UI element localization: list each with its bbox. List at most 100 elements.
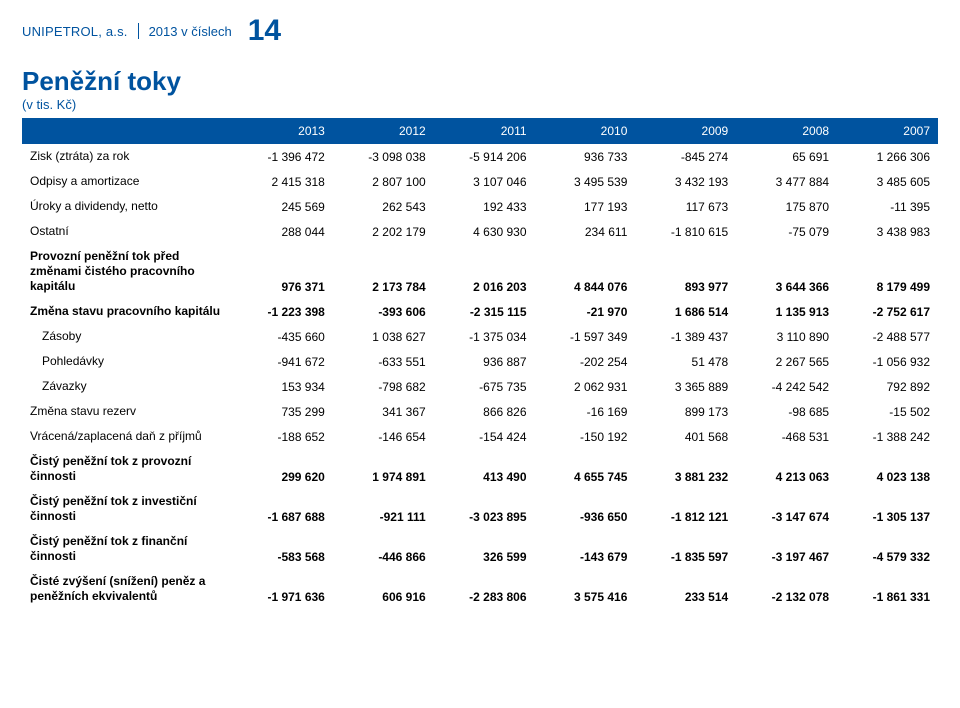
- cell-value: 3 107 046: [434, 169, 535, 194]
- cell-value: -1 305 137: [837, 489, 938, 529]
- row-label: Čisté zvýšení (snížení) peněz a peněžníc…: [22, 569, 232, 609]
- table-header-row: 2013201220112010200920082007: [22, 118, 938, 144]
- cell-value: -435 660: [232, 324, 333, 349]
- cell-value: 899 173: [635, 399, 736, 424]
- col-year: 2009: [635, 118, 736, 144]
- cell-value: 4 023 138: [837, 449, 938, 489]
- cell-value: -3 147 674: [736, 489, 837, 529]
- unit-label: (v tis. Kč): [22, 97, 938, 112]
- cell-value: -446 866: [333, 529, 434, 569]
- cell-value: 1 038 627: [333, 324, 434, 349]
- divider: [138, 23, 139, 39]
- cell-value: 606 916: [333, 569, 434, 609]
- cell-value: 117 673: [635, 194, 736, 219]
- cell-value: 4 630 930: [434, 219, 535, 244]
- section-title: Peněžní toky: [22, 66, 938, 97]
- cell-value: 792 892: [837, 374, 938, 399]
- cell-value: 936 733: [535, 144, 636, 169]
- cell-value: -1 687 688: [232, 489, 333, 529]
- table-row: Ostatní288 0442 202 1794 630 930234 611-…: [22, 219, 938, 244]
- cell-value: -1 810 615: [635, 219, 736, 244]
- cell-value: 3 575 416: [535, 569, 636, 609]
- cell-value: -1 388 242: [837, 424, 938, 449]
- cell-value: -4 242 542: [736, 374, 837, 399]
- cell-value: -2 315 115: [434, 299, 535, 324]
- cell-value: 245 569: [232, 194, 333, 219]
- cashflow-table: 2013201220112010200920082007 Zisk (ztrát…: [22, 118, 938, 609]
- row-label: Změna stavu rezerv: [22, 399, 232, 424]
- cell-value: 175 870: [736, 194, 837, 219]
- header-subtitle: 2013 v číslech: [149, 24, 232, 39]
- cell-value: -2 283 806: [434, 569, 535, 609]
- col-label: [22, 118, 232, 144]
- cell-value: -3 023 895: [434, 489, 535, 529]
- cell-value: 65 691: [736, 144, 837, 169]
- page-header: UNIPETROL, a.s. 2013 v číslech 14: [22, 14, 938, 48]
- cell-value: 177 193: [535, 194, 636, 219]
- cell-value: 4 844 076: [535, 244, 636, 299]
- row-label: Zásoby: [22, 324, 232, 349]
- cell-value: -1 375 034: [434, 324, 535, 349]
- cell-value: 2 202 179: [333, 219, 434, 244]
- row-label: Čistý peněžní tok z provozní činnosti: [22, 449, 232, 489]
- cell-value: 3 485 605: [837, 169, 938, 194]
- cell-value: 735 299: [232, 399, 333, 424]
- cell-value: -845 274: [635, 144, 736, 169]
- cell-value: 341 367: [333, 399, 434, 424]
- table-row: Vrácená/zaplacená daň z příjmů-188 652 -1…: [22, 424, 938, 449]
- row-label: Čistý peněžní tok z finanční činnosti: [22, 529, 232, 569]
- cell-value: -2 752 617: [837, 299, 938, 324]
- cell-value: 936 887: [434, 349, 535, 374]
- table-row: Provozní peněžní tok před změnami čistéh…: [22, 244, 938, 299]
- cell-value: -4 579 332: [837, 529, 938, 569]
- cell-value: 2 415 318: [232, 169, 333, 194]
- cell-value: 262 543: [333, 194, 434, 219]
- cell-value: 8 179 499: [837, 244, 938, 299]
- cell-value: 51 478: [635, 349, 736, 374]
- cell-value: -98 685: [736, 399, 837, 424]
- cell-value: -3 197 467: [736, 529, 837, 569]
- row-label: Úroky a dividendy, netto: [22, 194, 232, 219]
- cell-value: 1 686 514: [635, 299, 736, 324]
- cell-value: 3 644 366: [736, 244, 837, 299]
- cell-value: -188 652: [232, 424, 333, 449]
- col-year: 2008: [736, 118, 837, 144]
- cell-value: 413 490: [434, 449, 535, 489]
- cell-value: -1 223 398: [232, 299, 333, 324]
- table-row: Úroky a dividendy, netto245 569262 54319…: [22, 194, 938, 219]
- row-label: Ostatní: [22, 219, 232, 244]
- table-row: Zásoby-435 6601 038 627-1 375 034-1 597 …: [22, 324, 938, 349]
- cell-value: 233 514: [635, 569, 736, 609]
- cell-value: 153 934: [232, 374, 333, 399]
- cell-value: -5 914 206: [434, 144, 535, 169]
- cell-value: 3 438 983: [837, 219, 938, 244]
- cell-value: 2 807 100: [333, 169, 434, 194]
- row-label: Zisk (ztráta) za rok: [22, 144, 232, 169]
- table-body: Zisk (ztráta) za rok-1 396 472-3 098 038…: [22, 144, 938, 609]
- row-label: Provozní peněžní tok před změnami čistéh…: [22, 244, 232, 299]
- cell-value: 2 173 784: [333, 244, 434, 299]
- row-label: Odpisy a amortizace: [22, 169, 232, 194]
- cell-value: 3 110 890: [736, 324, 837, 349]
- cell-value: -1 861 331: [837, 569, 938, 609]
- row-label: Vrácená/zaplacená daň z příjmů: [22, 424, 232, 449]
- cell-value: -1 597 349: [535, 324, 636, 349]
- col-year: 2007: [837, 118, 938, 144]
- table-row: Čisté zvýšení (snížení) peněz a peněžníc…: [22, 569, 938, 609]
- cell-value: 299 620: [232, 449, 333, 489]
- cell-value: 1 974 891: [333, 449, 434, 489]
- row-label: Čistý peněžní tok z investiční činnosti: [22, 489, 232, 529]
- cell-value: 288 044: [232, 219, 333, 244]
- cell-value: 976 371: [232, 244, 333, 299]
- cell-value: 2 267 565: [736, 349, 837, 374]
- cell-value: 3 365 889: [635, 374, 736, 399]
- cell-value: 234 611: [535, 219, 636, 244]
- row-label: Závazky: [22, 374, 232, 399]
- cell-value: 4 655 745: [535, 449, 636, 489]
- cell-value: -143 679: [535, 529, 636, 569]
- cell-value: 326 599: [434, 529, 535, 569]
- table-row: Zisk (ztráta) za rok-1 396 472-3 098 038…: [22, 144, 938, 169]
- cell-value: -936 650: [535, 489, 636, 529]
- row-label: Pohledávky: [22, 349, 232, 374]
- table-row: Čistý peněžní tok z provozní činnosti299…: [22, 449, 938, 489]
